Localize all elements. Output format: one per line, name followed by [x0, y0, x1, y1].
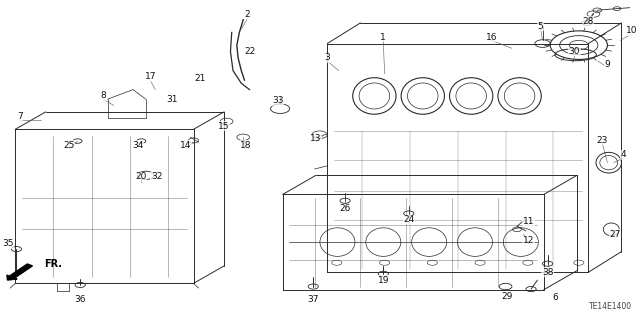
Text: 13: 13 — [310, 134, 321, 143]
Text: 1: 1 — [380, 33, 386, 42]
Text: 17: 17 — [145, 72, 156, 81]
Text: 21: 21 — [194, 74, 205, 83]
Text: TE14E1400: TE14E1400 — [589, 302, 632, 311]
Text: 15: 15 — [218, 122, 230, 131]
Text: 4: 4 — [621, 150, 626, 159]
Text: 31: 31 — [166, 95, 178, 104]
Text: 25: 25 — [63, 141, 75, 150]
Text: 10: 10 — [626, 26, 637, 35]
Text: 2: 2 — [245, 11, 250, 19]
Text: 8: 8 — [100, 92, 106, 100]
Text: 32: 32 — [151, 173, 163, 182]
Text: 34: 34 — [132, 141, 143, 150]
Text: 16: 16 — [486, 33, 497, 42]
Text: 35: 35 — [2, 239, 13, 248]
Text: 5: 5 — [538, 22, 543, 31]
Text: 6: 6 — [552, 293, 558, 302]
Text: 11: 11 — [523, 217, 534, 226]
Text: FR.: FR. — [45, 259, 63, 269]
Text: 19: 19 — [378, 276, 389, 285]
Text: 7: 7 — [17, 112, 22, 121]
Text: 24: 24 — [403, 215, 414, 224]
Text: 38: 38 — [542, 268, 554, 277]
Text: 23: 23 — [596, 136, 608, 145]
Text: 14: 14 — [180, 141, 191, 150]
Text: 37: 37 — [307, 295, 319, 304]
Text: 22: 22 — [244, 47, 255, 56]
Text: 3: 3 — [324, 53, 330, 62]
Text: 29: 29 — [501, 292, 513, 300]
Text: 30: 30 — [568, 47, 580, 56]
Text: 9: 9 — [605, 60, 611, 69]
Text: 28: 28 — [582, 17, 594, 26]
Text: 12: 12 — [523, 236, 534, 245]
Text: 27: 27 — [609, 230, 621, 239]
Text: 33: 33 — [272, 96, 284, 105]
Text: 20: 20 — [136, 173, 147, 182]
Text: 18: 18 — [240, 141, 252, 150]
Text: 36: 36 — [74, 295, 86, 304]
Text: 26: 26 — [339, 204, 351, 213]
FancyArrow shape — [7, 264, 33, 280]
